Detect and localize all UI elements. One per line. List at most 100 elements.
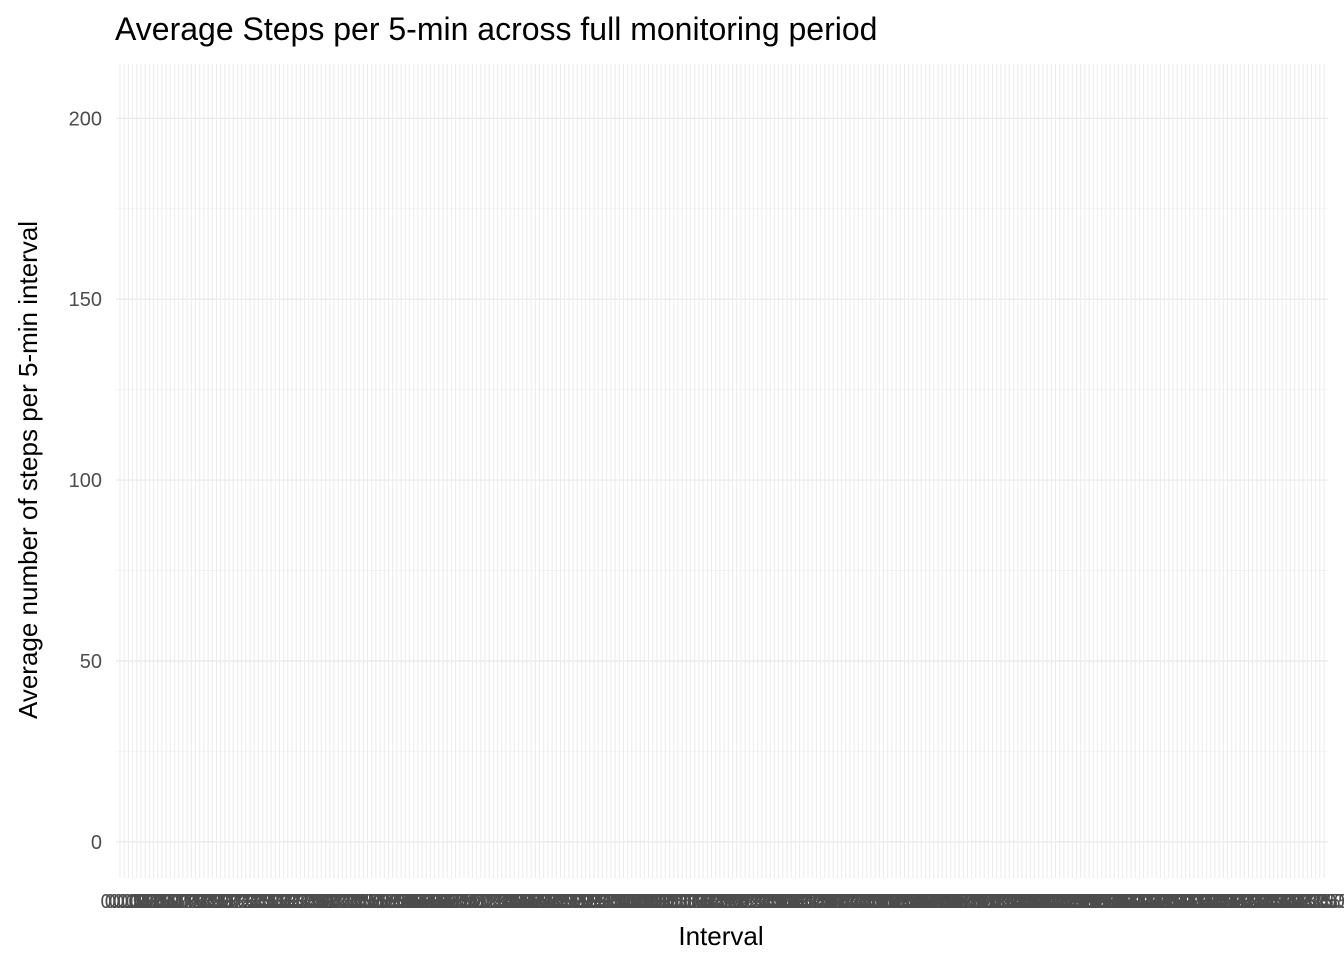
x-tick-label: 0:40 <box>134 891 173 913</box>
x-tick-label: 10:30 <box>624 891 674 913</box>
x-tick-label: 6:55 <box>449 891 488 913</box>
x-tick-label: 0:45 <box>138 891 177 913</box>
x-tick-label: 3:00 <box>252 891 291 913</box>
x-tick-label: 23:00 <box>1253 891 1303 913</box>
x-tick-label: 22:15 <box>1215 891 1265 913</box>
x-tick-label: 12:35 <box>728 891 778 913</box>
x-tick-label: 7:40 <box>486 891 525 913</box>
x-tick-label: 19:00 <box>1051 891 1101 913</box>
x-tick-label: 2:55 <box>247 891 286 913</box>
x-tick-label: 23:35 <box>1282 891 1332 913</box>
x-tick-label: 20:45 <box>1140 891 1190 913</box>
x-tick-label: 3:30 <box>277 891 316 913</box>
x-tick-label: 15:20 <box>867 891 917 913</box>
x-tick-label: 0:10 <box>109 891 148 913</box>
x-tick-label: 3:40 <box>285 891 324 913</box>
x-tick-label: 22:40 <box>1236 891 1286 913</box>
x-tick-label: 10:00 <box>598 891 648 913</box>
x-tick-label: 16:15 <box>913 891 963 913</box>
x-tick-label: 18:40 <box>1035 891 1085 913</box>
x-tick-label: 22:00 <box>1202 891 1252 913</box>
x-tick-label: 3:10 <box>260 891 299 913</box>
x-tick-label: 21:50 <box>1194 891 1244 913</box>
x-tick-label: 9:30 <box>579 891 618 913</box>
x-tick-label: 1:25 <box>172 891 211 913</box>
x-tick-label: 16:20 <box>917 891 967 913</box>
x-tick-label: 17:35 <box>980 891 1030 913</box>
x-tick-label: 9:40 <box>587 891 626 913</box>
x-tick-label: 23:50 <box>1295 891 1344 913</box>
x-tick-label: 4:25 <box>323 891 362 913</box>
x-axis-label: Interval <box>678 921 763 951</box>
x-tick-label: 16:05 <box>905 891 955 913</box>
x-axis-ticks: 0:000:050:100:150:200:250:300:350:400:45… <box>101 891 1344 913</box>
x-tick-label: 12:40 <box>733 891 783 913</box>
x-tick-label: 19:55 <box>1098 891 1148 913</box>
x-tick-label: 22:45 <box>1240 891 1290 913</box>
x-tick-label: 5:35 <box>382 891 421 913</box>
x-tick-label: 17:10 <box>959 891 1009 913</box>
x-tick-label: 12:55 <box>745 891 795 913</box>
grid-minor <box>116 208 1328 752</box>
x-tick-label: 2:00 <box>201 891 240 913</box>
x-tick-label: 17:25 <box>972 891 1022 913</box>
x-tick-label: 14:50 <box>842 891 892 913</box>
x-tick-label: 16:35 <box>930 891 980 913</box>
x-tick-label: 2:30 <box>226 891 265 913</box>
x-tick-label: 8:15 <box>516 891 555 913</box>
x-tick-label: 11:10 <box>658 891 707 913</box>
x-tick-label: 17:05 <box>955 891 1005 913</box>
x-tick-label: 9:50 <box>596 891 635 913</box>
x-tick-label: 10:20 <box>615 891 665 913</box>
x-tick-label: 18:15 <box>1014 891 1064 913</box>
x-tick-label: 14:40 <box>833 891 883 913</box>
x-tick-label: 8:10 <box>512 891 551 913</box>
x-tick-label: 3:50 <box>294 891 333 913</box>
x-tick-label: 11:50 <box>691 891 740 913</box>
x-tick-label: 15:50 <box>892 891 942 913</box>
y-axis-ticks: 0 50 100 150 200 <box>69 108 102 854</box>
grid-major <box>116 64 1328 878</box>
x-tick-label: 19:30 <box>1077 891 1127 913</box>
x-tick-label: 6:10 <box>411 891 450 913</box>
x-tick-label: 12:45 <box>737 891 787 913</box>
x-tick-label: 7:20 <box>470 891 509 913</box>
x-tick-label: 0:55 <box>147 891 186 913</box>
x-tick-label: 23:25 <box>1274 891 1324 913</box>
x-tick-label: 1:50 <box>193 891 232 913</box>
x-tick-label: 15:40 <box>884 891 934 913</box>
x-tick-label: 1:05 <box>155 891 194 913</box>
x-tick-label: 12:10 <box>707 891 757 913</box>
x-tick-label: 15:55 <box>896 891 946 913</box>
x-tick-label: 15:30 <box>875 891 925 913</box>
x-tick-label: 8:50 <box>545 891 584 913</box>
x-tick-label: 5:20 <box>369 891 408 913</box>
x-tick-label: 13:20 <box>766 891 816 913</box>
x-tick-label: 19:10 <box>1060 891 1110 913</box>
x-tick-label: 8:05 <box>507 891 546 913</box>
x-tick-label: 10:25 <box>619 891 669 913</box>
x-tick-label: 7:50 <box>495 891 534 913</box>
x-tick-label: 2:50 <box>243 891 282 913</box>
x-tick-label: 7:05 <box>457 891 496 913</box>
x-tick-label: 5:45 <box>390 891 429 913</box>
x-tick-label: 0:25 <box>122 891 161 913</box>
x-tick-label: 9:35 <box>583 891 622 913</box>
x-tick-label: 14:15 <box>812 891 862 913</box>
x-tick-label: 16:40 <box>934 891 984 913</box>
x-tick-label: 11:00 <box>649 891 698 913</box>
x-tick-label: 16:45 <box>938 891 988 913</box>
y-axis-label: Average number of steps per 5-min interv… <box>13 221 43 719</box>
x-tick-label: 1:40 <box>184 891 223 913</box>
x-tick-label: 0:30 <box>126 891 165 913</box>
x-tick-label: 18:50 <box>1043 891 1093 913</box>
x-tick-label: 12:15 <box>712 891 762 913</box>
x-tick-label: 15:10 <box>858 891 908 913</box>
x-tick-label: 22:20 <box>1219 891 1269 913</box>
x-tick-label: 13:55 <box>796 891 846 913</box>
x-tick-label: 8:25 <box>524 891 563 913</box>
x-tick-label: 2:05 <box>205 891 244 913</box>
x-tick-label: 23:15 <box>1265 891 1315 913</box>
x-tick-label: 14:55 <box>846 891 896 913</box>
x-tick-label: 4:40 <box>335 891 374 913</box>
